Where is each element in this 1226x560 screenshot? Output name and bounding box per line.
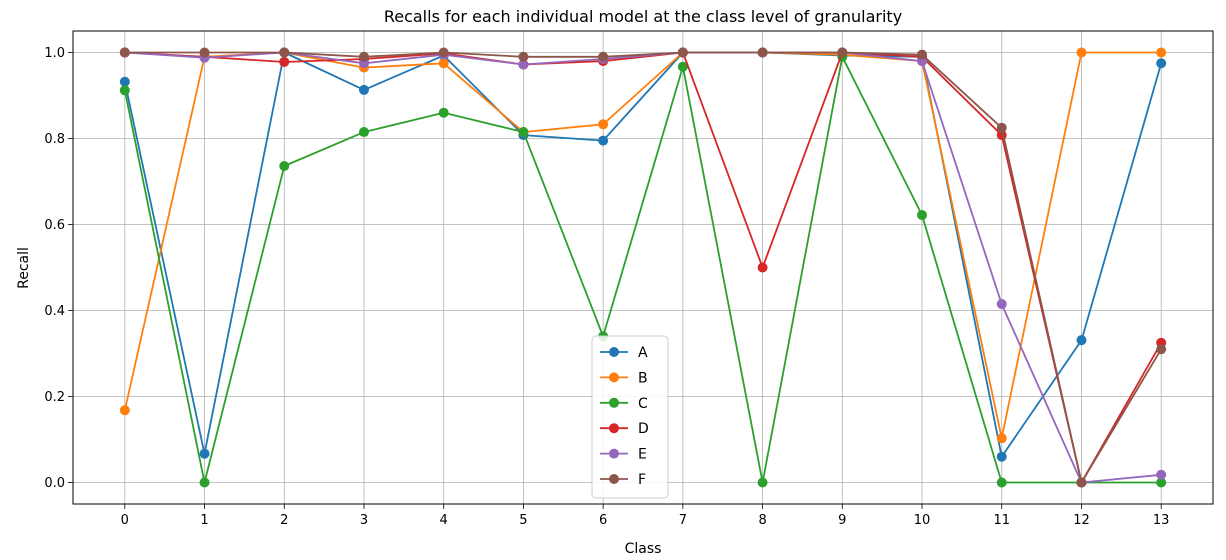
x-tick-label: 7 xyxy=(679,513,687,528)
data-point xyxy=(757,477,768,488)
series-group xyxy=(119,47,1167,488)
data-point xyxy=(1156,477,1167,488)
x-axis: 0 1 2 3 4 5 6 7 8 9 10 11 12 13 xyxy=(121,504,1170,528)
legend-marker xyxy=(609,372,619,383)
x-tick-label: 2 xyxy=(280,513,288,528)
data-point xyxy=(917,49,928,60)
legend-label: B xyxy=(638,370,648,386)
series-line-c xyxy=(123,55,1162,484)
data-point xyxy=(279,47,290,58)
data-point xyxy=(518,59,529,70)
data-point xyxy=(119,405,130,416)
legend-marker xyxy=(609,397,619,408)
legend-marker xyxy=(609,347,619,357)
data-point xyxy=(996,299,1007,310)
data-point xyxy=(677,61,688,72)
data-point xyxy=(1076,335,1087,346)
data-point xyxy=(438,47,449,58)
y-tick-label: 0.8 xyxy=(44,132,65,147)
series-f xyxy=(119,47,1167,488)
x-tick-label: 10 xyxy=(914,513,931,528)
data-point xyxy=(996,433,1007,444)
data-point xyxy=(279,56,290,67)
data-point xyxy=(518,51,529,62)
series-line-a xyxy=(123,51,1163,458)
y-tick-label: 0.4 xyxy=(44,304,65,319)
legend-item: B xyxy=(600,370,648,386)
data-point xyxy=(119,47,130,58)
legend-item: F xyxy=(600,472,646,488)
x-tick-label: 4 xyxy=(440,513,448,528)
data-point xyxy=(358,127,369,138)
y-tick-label: 0.0 xyxy=(44,476,65,491)
y-tick-label: 0.2 xyxy=(44,390,65,405)
legend-label: D xyxy=(638,421,649,437)
series-line-d xyxy=(124,51,1162,484)
data-point xyxy=(917,210,928,221)
series-c xyxy=(119,51,1167,488)
data-point xyxy=(598,119,609,130)
series-line-f xyxy=(124,51,1162,484)
data-point xyxy=(119,85,130,96)
data-point xyxy=(1076,47,1087,58)
chart-title: Recalls for each individual model at the… xyxy=(384,7,902,26)
x-tick-label: 6 xyxy=(599,513,607,528)
data-point xyxy=(438,107,449,118)
data-point xyxy=(757,47,768,58)
data-point xyxy=(598,51,609,62)
x-tick-label: 8 xyxy=(758,513,766,528)
legend-item: C xyxy=(600,396,648,412)
data-point xyxy=(199,47,210,58)
series-line-e xyxy=(124,51,1162,484)
x-tick-label: 11 xyxy=(993,513,1010,528)
x-tick-label: 9 xyxy=(838,513,846,528)
data-point xyxy=(279,161,290,172)
data-point xyxy=(199,477,210,488)
x-tick-label: 12 xyxy=(1073,513,1090,528)
legend-label: F xyxy=(638,472,646,488)
data-point xyxy=(1156,344,1167,355)
legend-label: E xyxy=(638,447,647,463)
grid xyxy=(73,31,1213,504)
legend-item: A xyxy=(600,345,648,361)
x-tick-label: 0 xyxy=(121,513,129,528)
x-tick-label: 1 xyxy=(200,513,208,528)
data-point xyxy=(358,51,369,62)
legend-label: C xyxy=(638,396,648,412)
x-tick-label: 5 xyxy=(519,513,527,528)
data-point xyxy=(358,84,369,95)
data-point xyxy=(996,477,1007,488)
plot-frame xyxy=(72,30,1214,505)
data-point xyxy=(119,76,130,87)
legend-item: E xyxy=(600,447,647,463)
data-point xyxy=(837,47,848,58)
data-point xyxy=(996,451,1007,462)
data-point xyxy=(996,122,1007,133)
data-point xyxy=(757,262,768,273)
data-point xyxy=(1156,47,1167,58)
legend-item: D xyxy=(600,421,649,437)
data-point xyxy=(1156,469,1167,480)
y-tick-label: 0.6 xyxy=(44,218,65,233)
data-point xyxy=(1156,58,1167,69)
data-point xyxy=(598,135,609,146)
y-axis-label: Recall xyxy=(16,247,32,289)
data-point xyxy=(518,127,529,138)
legend-marker xyxy=(609,474,619,484)
legend-label: A xyxy=(638,345,648,361)
x-tick-label: 13 xyxy=(1153,513,1170,528)
data-point xyxy=(199,448,210,459)
data-point xyxy=(438,58,449,69)
legend-marker xyxy=(609,448,619,459)
data-point xyxy=(1076,477,1087,488)
data-point xyxy=(677,47,688,58)
legend-box xyxy=(591,335,669,499)
legend-marker xyxy=(609,423,619,434)
x-axis-label: Class xyxy=(625,541,662,557)
x-tick-label: 3 xyxy=(360,513,368,528)
y-tick-label: 1.0 xyxy=(44,46,65,61)
y-axis: 0.0 0.2 0.4 0.6 0.8 1.0 xyxy=(44,46,73,491)
